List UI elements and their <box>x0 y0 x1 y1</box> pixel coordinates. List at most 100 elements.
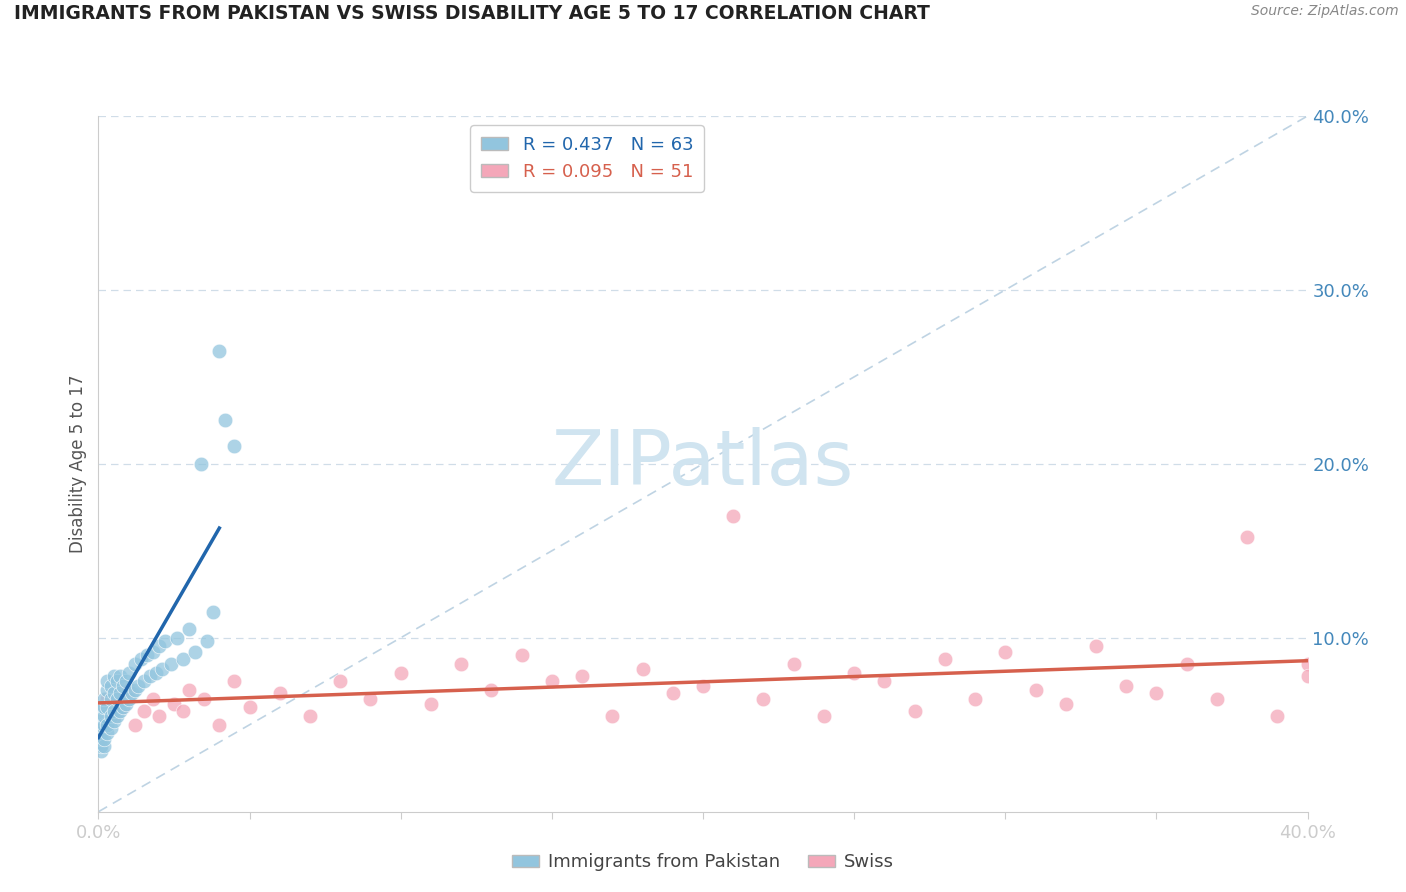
Point <box>1206 691 1229 706</box>
Point <box>96 691 118 706</box>
Point <box>111 700 134 714</box>
Point <box>166 631 188 645</box>
Point <box>329 674 352 689</box>
Point <box>100 709 122 723</box>
Point <box>239 700 262 714</box>
Y-axis label: Disability Age 5 to 17: Disability Age 5 to 17 <box>69 375 87 553</box>
Point <box>163 697 186 711</box>
Point <box>114 674 136 689</box>
Point <box>1296 669 1319 683</box>
Point <box>179 683 201 698</box>
Point <box>153 634 176 648</box>
Point <box>108 669 131 683</box>
Text: ZIPatlas: ZIPatlas <box>551 427 855 500</box>
Point <box>89 735 111 749</box>
Point <box>1085 640 1108 654</box>
Point <box>96 683 118 698</box>
Point <box>1296 657 1319 671</box>
Point <box>124 657 146 671</box>
Point <box>662 686 685 700</box>
Legend: Immigrants from Pakistan, Swiss: Immigrants from Pakistan, Swiss <box>505 847 901 879</box>
Point <box>723 508 745 523</box>
Point <box>965 691 987 706</box>
Point <box>142 691 165 706</box>
Point <box>214 413 236 427</box>
Point <box>118 665 141 680</box>
Point <box>752 691 775 706</box>
Point <box>172 651 194 665</box>
Point <box>873 674 896 689</box>
Point <box>510 648 533 662</box>
Point <box>208 343 231 358</box>
Point <box>96 674 118 689</box>
Point <box>142 645 165 659</box>
Point <box>90 739 112 753</box>
Point <box>103 704 125 718</box>
Point <box>111 700 134 714</box>
Text: IMMIGRANTS FROM PAKISTAN VS SWISS DISABILITY AGE 5 TO 17 CORRELATION CHART: IMMIGRANTS FROM PAKISTAN VS SWISS DISABI… <box>14 4 929 23</box>
Point <box>571 669 593 683</box>
Point <box>631 662 654 676</box>
Point <box>129 651 152 665</box>
Point <box>100 721 122 735</box>
Point <box>132 704 155 718</box>
Point <box>1024 683 1046 698</box>
Point <box>118 691 141 706</box>
Point <box>934 651 956 665</box>
Point <box>132 674 155 689</box>
Point <box>114 697 136 711</box>
Point <box>105 709 128 723</box>
Point <box>299 709 322 723</box>
Point <box>90 726 112 740</box>
Point <box>269 686 291 700</box>
Point <box>90 709 112 723</box>
Point <box>93 739 115 753</box>
Point <box>103 709 125 723</box>
Point <box>224 674 246 689</box>
Point <box>184 645 207 659</box>
Text: Source: ZipAtlas.com: Source: ZipAtlas.com <box>1251 4 1399 19</box>
Point <box>93 709 115 723</box>
Point <box>540 674 562 689</box>
Point <box>1267 709 1289 723</box>
Point <box>172 704 194 718</box>
Point <box>93 717 115 731</box>
Point <box>124 717 146 731</box>
Point <box>420 697 443 711</box>
Point <box>103 714 125 729</box>
Point <box>105 674 128 689</box>
Point <box>389 665 412 680</box>
Point <box>100 680 122 694</box>
Point <box>135 648 157 662</box>
Point <box>111 680 134 694</box>
Point <box>1236 530 1258 544</box>
Point <box>108 686 131 700</box>
Point <box>195 634 218 648</box>
Point <box>96 726 118 740</box>
Point <box>150 662 173 676</box>
Point <box>1115 680 1137 694</box>
Point <box>179 622 201 636</box>
Point <box>127 680 149 694</box>
Point <box>100 691 122 706</box>
Point <box>160 657 183 671</box>
Point <box>93 731 115 746</box>
Point <box>202 605 225 619</box>
Point <box>118 683 141 698</box>
Point <box>1054 697 1077 711</box>
Point <box>1175 657 1198 671</box>
Point <box>148 640 170 654</box>
Point <box>602 709 624 723</box>
Point <box>139 669 162 683</box>
Point <box>90 731 112 746</box>
Point <box>450 657 472 671</box>
Point <box>190 457 212 471</box>
Point <box>121 686 143 700</box>
Point <box>145 665 167 680</box>
Point <box>844 665 866 680</box>
Point <box>103 686 125 700</box>
Point <box>96 700 118 714</box>
Point <box>481 683 503 698</box>
Point <box>90 717 112 731</box>
Point <box>813 709 835 723</box>
